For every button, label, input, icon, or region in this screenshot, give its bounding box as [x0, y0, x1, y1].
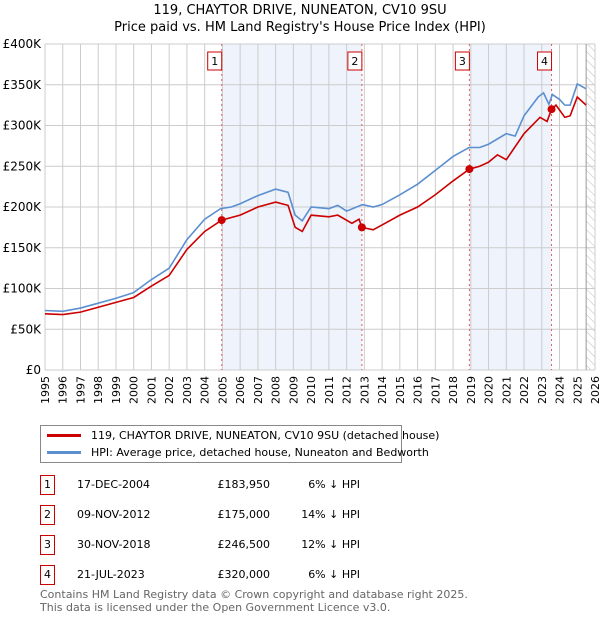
sale-hpi-diff: 6% ↓ HPI	[308, 478, 360, 491]
x-tick-label: 1995	[39, 376, 52, 404]
sale-point	[357, 223, 366, 232]
x-tick-label: 2013	[358, 376, 371, 404]
x-tick-label: 2010	[305, 376, 318, 404]
x-tick-label: 1998	[92, 376, 105, 404]
legend-label: HPI: Average price, detached house, Nune…	[91, 446, 429, 459]
x-tick-label: 2009	[287, 376, 300, 404]
sale-marker: 1	[40, 475, 55, 495]
sale-marker-label: 1	[211, 55, 218, 68]
sale-row: 1 17-DEC-2004 £183,950 6% ↓ HPI	[40, 475, 440, 495]
x-tick-label: 2023	[536, 376, 549, 404]
series-line-price-paid	[44, 95, 587, 316]
sale-price: £246,500	[217, 538, 271, 551]
x-tick-label: 1997	[74, 376, 87, 404]
x-tick-label: 2001	[145, 376, 158, 404]
x-tick-label: 1996	[57, 376, 70, 404]
sale-marker-box	[454, 51, 470, 71]
sale-point	[465, 165, 474, 174]
legend-item-property: 119, CHAYTOR DRIVE, NUNEATON, CV10 9SU (…	[47, 429, 439, 442]
sale-point	[547, 105, 556, 114]
x-tick-label: 2021	[500, 376, 513, 404]
y-tick-label: £150K	[3, 241, 43, 255]
x-tick-label: 2024	[554, 376, 567, 404]
sale-date: 09-NOV-2012	[77, 508, 151, 521]
sale-hpi-diff: 6% ↓ HPI	[308, 568, 360, 581]
x-tick-label: 2008	[270, 376, 283, 404]
sale-marker: 4	[40, 565, 55, 585]
legend: 119, CHAYTOR DRIVE, NUNEATON, CV10 9SU (…	[40, 425, 439, 463]
sale-row: 2 09-NOV-2012 £175,000 14% ↓ HPI	[40, 505, 440, 525]
legend-label: 119, CHAYTOR DRIVE, NUNEATON, CV10 9SU (…	[91, 429, 440, 442]
sale-price: £175,000	[217, 508, 271, 521]
sale-marker-box	[347, 51, 363, 71]
x-tick-label: 2025	[571, 376, 584, 404]
sale-row: 4 21-JUL-2023 £320,000 6% ↓ HPI	[40, 565, 440, 585]
sale-marker-box	[537, 51, 553, 71]
x-tick-label: 2020	[483, 376, 496, 404]
sale-marker-box	[207, 51, 223, 71]
y-tick-label: £350K	[3, 78, 43, 92]
y-tick-label: £250K	[3, 159, 43, 173]
y-tick-label: £50K	[10, 322, 42, 336]
legend-swatch	[47, 451, 81, 454]
y-tick-label: £100K	[3, 282, 43, 296]
legend-swatch	[47, 434, 81, 437]
x-tick-label: 2004	[199, 376, 212, 404]
x-tick-label: 2014	[376, 376, 389, 404]
x-tick-label: 2019	[465, 376, 478, 404]
x-tick-label: 2012	[341, 376, 354, 404]
price-chart: 1995 1996 1997 1998 1999 2000 2001 2002 2003 2004…	[3, 37, 600, 404]
chart-title: 119, CHAYTOR DRIVE, NUNEATON, CV10 9SU	[153, 3, 447, 18]
sale-marker-label: 4	[541, 55, 548, 68]
x-tick-label: 2026	[589, 376, 600, 404]
chart-subtitle: Price paid vs. HM Land Registry's House …	[114, 20, 486, 35]
sale-point	[217, 216, 226, 225]
sale-marker-label: 3	[459, 55, 466, 68]
y-tick-label: £200K	[3, 200, 43, 214]
sale-marker: 2	[40, 505, 55, 525]
y-tick-label: £0	[26, 363, 41, 377]
sale-marker: 3	[40, 535, 55, 555]
sale-marker-label: 2	[351, 55, 358, 68]
sale-price: £183,950	[217, 478, 271, 491]
footer: Contains HM Land Registry data © Crown c…	[40, 588, 468, 614]
x-tick-label: 2005	[216, 376, 229, 404]
x-tick-label: 2007	[252, 376, 265, 404]
x-tick-label: 2011	[323, 376, 336, 404]
legend-item-hpi: HPI: Average price, detached house, Nune…	[47, 446, 429, 459]
footer-line: This data is licensed under the Open Gov…	[40, 601, 391, 614]
footer-line: Contains HM Land Registry data © Crown c…	[40, 588, 468, 601]
sale-hpi-diff: 12% ↓ HPI	[301, 538, 360, 551]
sale-price: £320,000	[217, 568, 271, 581]
x-tick-label: 2022	[518, 376, 531, 404]
x-tick-label: 2016	[412, 376, 425, 404]
x-tick-label: 2017	[429, 376, 442, 404]
x-tick-label: 2006	[234, 376, 247, 404]
x-tick-label: 2015	[394, 376, 407, 404]
sale-row: 3 30-NOV-2018 £246,500 12% ↓ HPI	[40, 535, 440, 555]
x-tick-label: 2003	[181, 376, 194, 404]
x-tick-label: 2002	[163, 376, 176, 404]
sale-date: 21-JUL-2023	[77, 568, 145, 581]
y-tick-label: £300K	[3, 119, 43, 133]
x-tick-label: 2000	[128, 376, 141, 404]
sale-date: 30-NOV-2018	[77, 538, 151, 551]
sale-date: 17-DEC-2004	[77, 478, 151, 491]
x-tick-label: 1999	[110, 376, 123, 404]
series-line-hpi	[44, 82, 587, 313]
sale-hpi-diff: 14% ↓ HPI	[301, 508, 360, 521]
x-tick-label: 2018	[447, 376, 460, 404]
y-tick-label: £400K	[3, 37, 43, 51]
